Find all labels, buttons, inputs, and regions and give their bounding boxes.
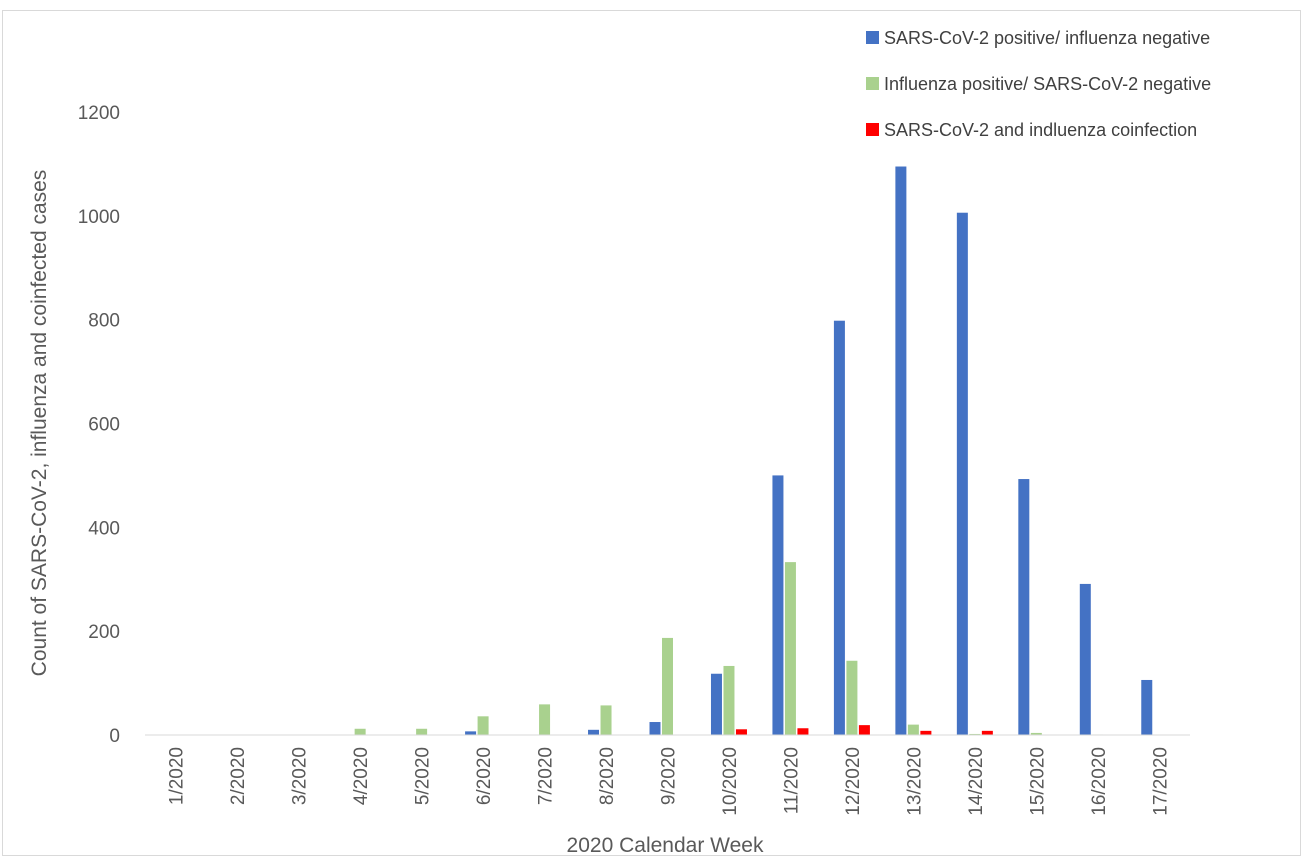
y-tick-label: 600 [88, 415, 120, 436]
legend-swatch [866, 77, 879, 90]
bars [354, 166, 1153, 736]
y-tick-label: 1000 [78, 207, 120, 228]
legend-swatch [866, 31, 879, 44]
x-tick-label: 9/2020 [659, 747, 680, 805]
bar [1079, 583, 1091, 735]
y-tick-label: 800 [88, 311, 120, 332]
bar [662, 637, 673, 735]
y-tick-label: 200 [88, 622, 120, 643]
legend-label: SARS-CoV-2 and indluenza coinfection [884, 120, 1197, 140]
bar [969, 733, 981, 735]
x-tick-label: 11/2020 [781, 747, 802, 814]
legend-swatch [866, 123, 879, 136]
bar [465, 731, 477, 735]
bar [723, 665, 735, 735]
legend: SARS-CoV-2 positive/ influenza negative I… [866, 28, 1211, 140]
bar [354, 728, 366, 735]
x-tick-label: 4/2020 [351, 747, 372, 805]
bar [907, 724, 919, 735]
bar [588, 729, 600, 735]
bar [981, 730, 993, 735]
x-tick-label: 1/2020 [167, 747, 188, 805]
bar [772, 475, 784, 735]
bar [1030, 732, 1042, 735]
bar [920, 730, 932, 735]
bar [956, 212, 968, 736]
bar [1018, 479, 1030, 735]
bar [895, 166, 907, 735]
y-tick-label: 0 [109, 726, 120, 747]
bar [833, 320, 845, 735]
legend-label: SARS-CoV-2 positive/ influenza negative [884, 28, 1210, 48]
x-tick-label: 15/2020 [1027, 747, 1048, 816]
y-axis-ticks: 0 200 400 600 800 1000 1200 [78, 103, 120, 747]
x-tick-label: 12/2020 [843, 747, 864, 816]
bar [797, 728, 809, 735]
x-tick-label: 7/2020 [536, 747, 557, 805]
x-axis-title: 2020 Calendar Week [567, 834, 764, 857]
x-tick-label: 5/2020 [413, 747, 434, 805]
x-tick-label: 2/2020 [228, 747, 249, 805]
bar [858, 725, 870, 735]
x-tick-label: 8/2020 [597, 747, 618, 805]
x-tick-label: 10/2020 [720, 747, 741, 816]
x-tick-label: 3/2020 [290, 747, 311, 805]
x-tick-label: 17/2020 [1150, 747, 1171, 816]
bar [649, 722, 661, 735]
bar [600, 705, 612, 735]
x-tick-label: 16/2020 [1089, 747, 1110, 816]
bar [710, 673, 722, 735]
legend-label: Influenza positive/ SARS-CoV-2 negative [884, 74, 1211, 94]
bar [539, 704, 551, 735]
bar [477, 716, 489, 735]
x-tick-label: 6/2020 [474, 747, 495, 805]
bar [784, 562, 796, 735]
bar [846, 660, 858, 735]
x-axis-ticks: 1/2020 2/2020 3/2020 4/2020 5/2020 6/2020 7/20… [167, 747, 1172, 816]
y-tick-label: 400 [88, 518, 120, 539]
chart-frame [2, 10, 1301, 856]
x-tick-label: 14/2020 [966, 747, 987, 816]
bar [735, 729, 747, 735]
bar [416, 728, 428, 735]
y-axis-title: Count of SARS-CoV-2, influenza and coinf… [28, 170, 51, 677]
bar [1141, 679, 1153, 735]
x-tick-label: 13/2020 [904, 747, 925, 816]
y-tick-label: 1200 [78, 103, 120, 124]
